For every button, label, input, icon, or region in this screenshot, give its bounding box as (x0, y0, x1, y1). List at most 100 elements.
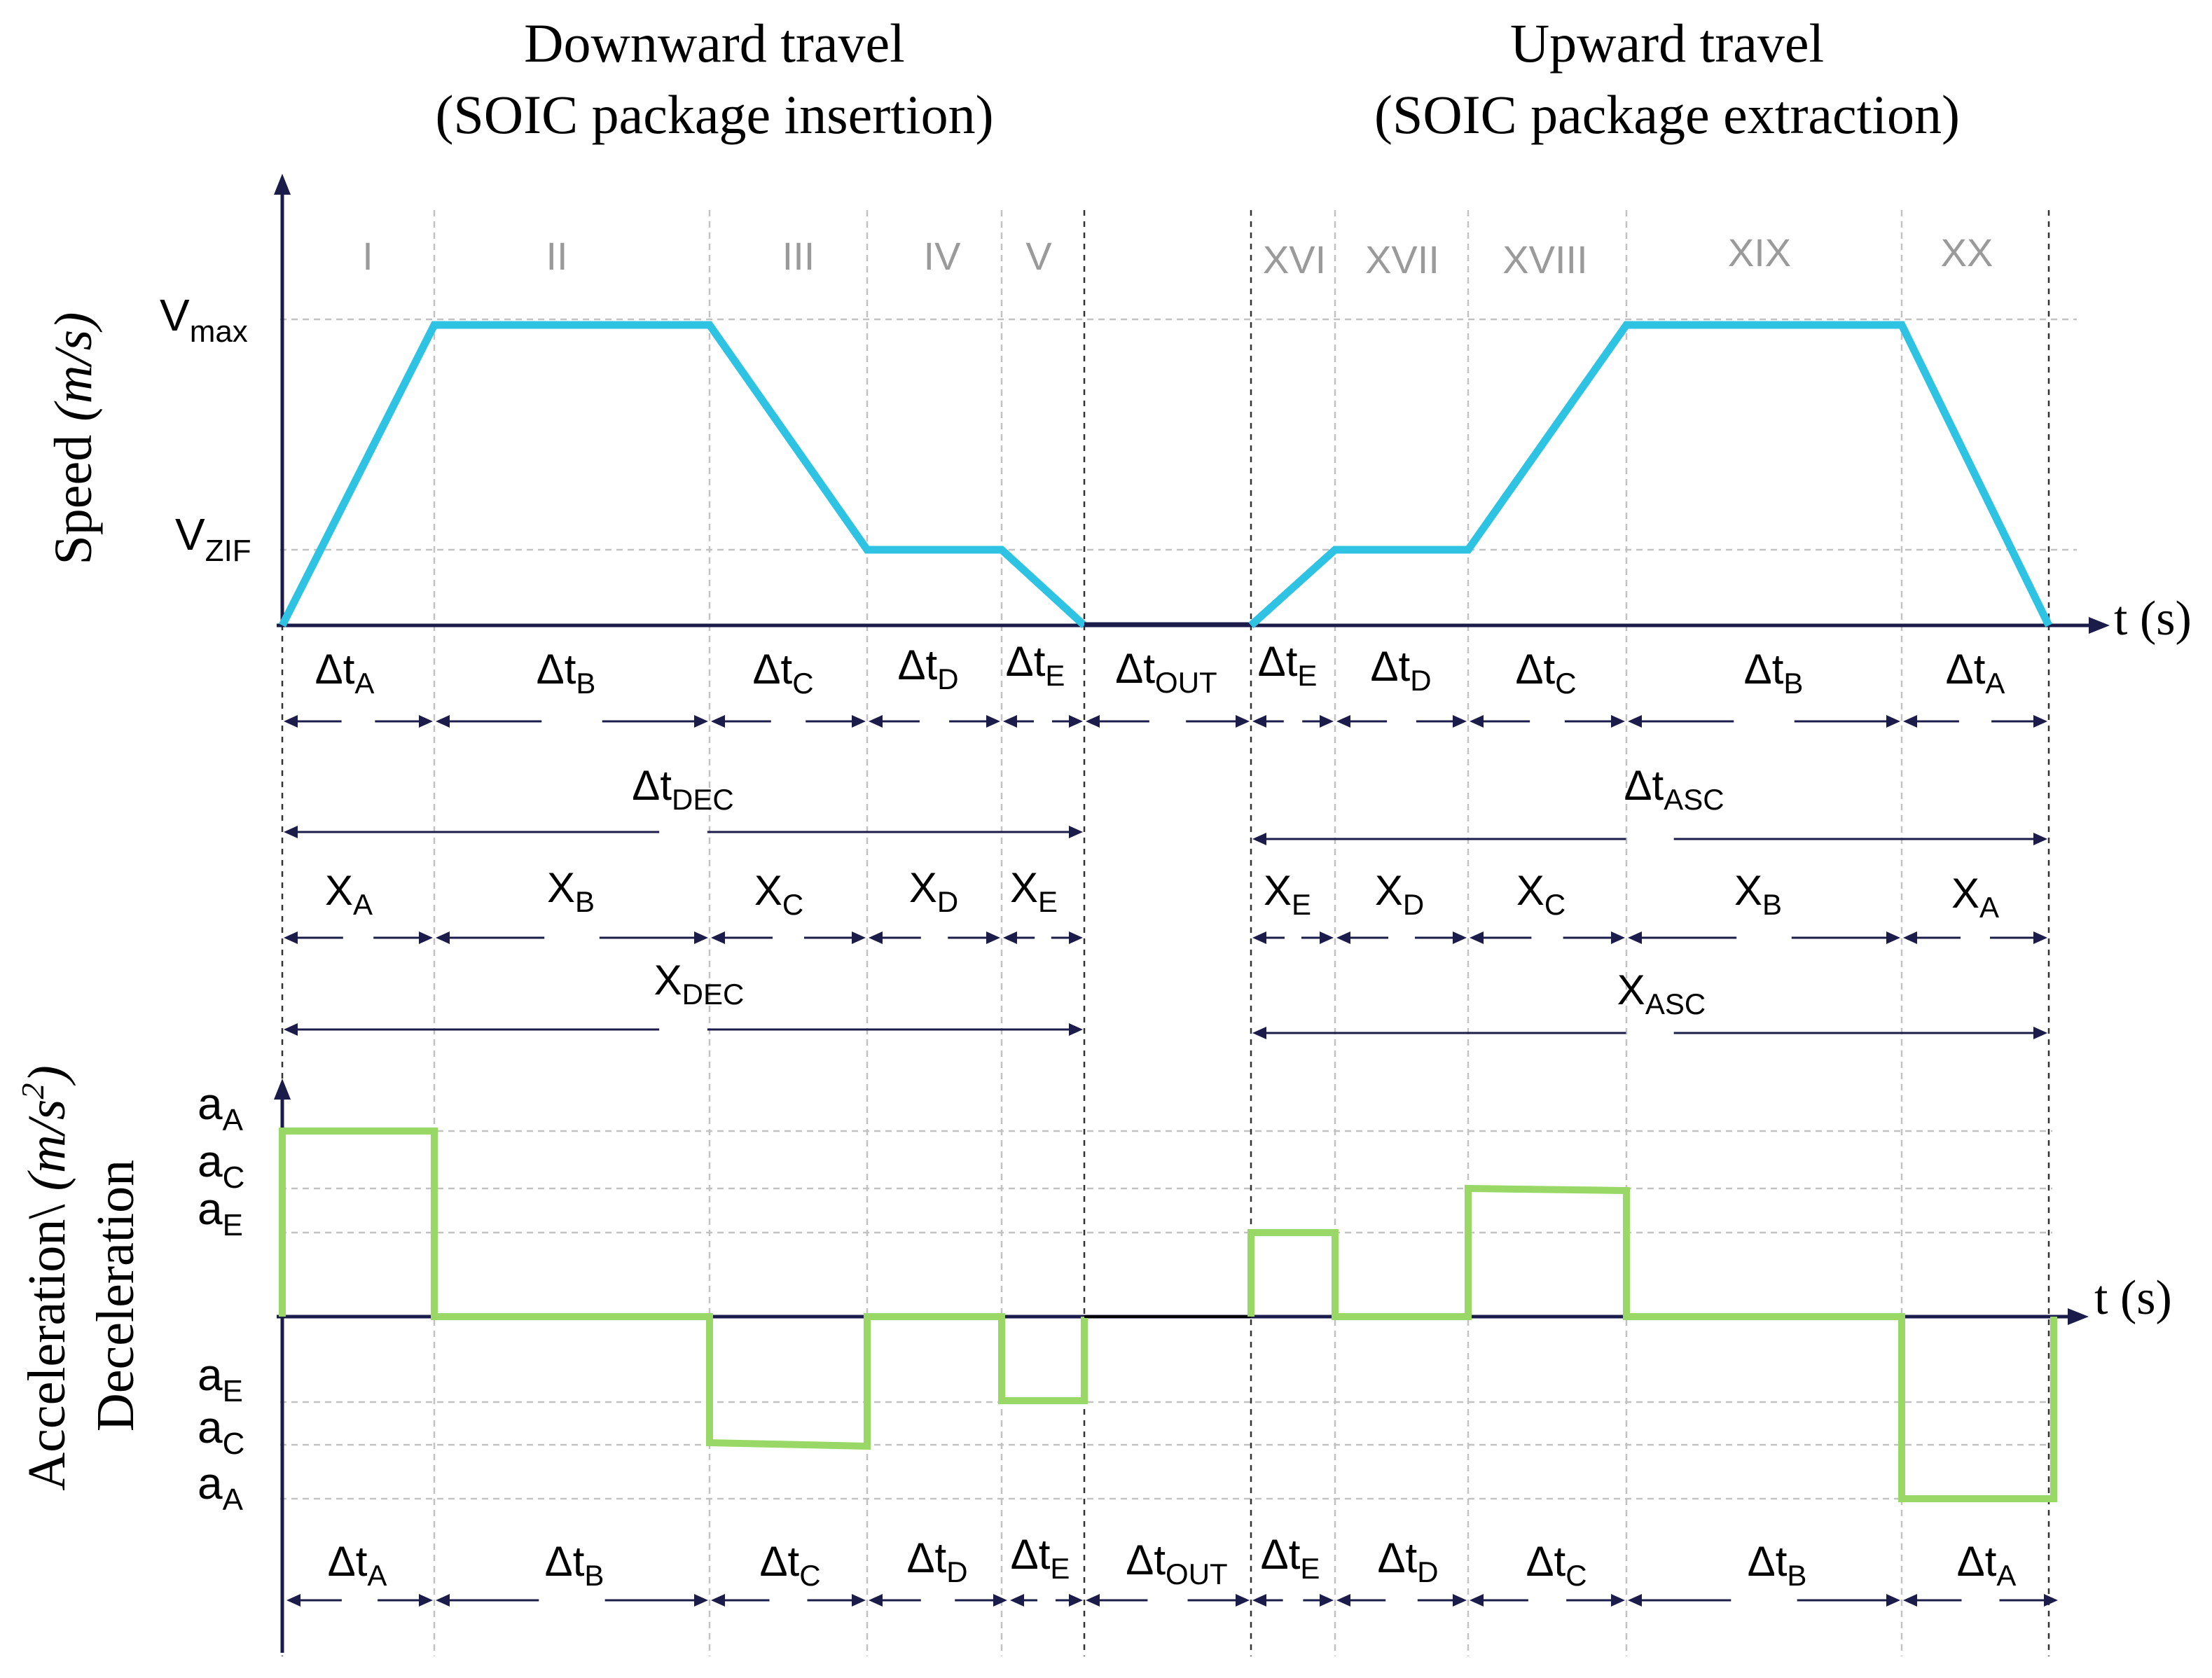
phase-label: III (782, 234, 815, 278)
arrowhead (1069, 826, 1083, 838)
title-upward-line2: (SOIC package extraction) (1374, 84, 1960, 145)
distance-label: XD (1375, 867, 1424, 921)
interval-label: ΔtC (759, 1538, 820, 1592)
arrowhead (1886, 715, 1900, 728)
speed-y-axis-title: Speed (m/s) (44, 312, 103, 565)
arrowhead (1470, 715, 1484, 728)
arrowhead (284, 931, 298, 944)
speed-y-arrowhead (274, 174, 291, 195)
x-dec-label: XDEC (654, 957, 745, 1011)
arrowhead (1086, 1594, 1100, 1607)
interval-label: ΔtA (315, 646, 375, 700)
arrowhead (1252, 833, 1266, 845)
arrowhead (1453, 715, 1467, 728)
arrowhead (1453, 1594, 1467, 1607)
arrowhead (436, 931, 450, 944)
accel-profile-upward (1247, 1184, 2057, 1502)
interval-label: ΔtA (328, 1538, 387, 1592)
titles: Downward travel (SOIC package insertion)… (435, 13, 1960, 145)
arrowhead (1252, 1027, 1266, 1039)
interval-label: ΔtC (1526, 1538, 1587, 1592)
title-downward-line1: Downward travel (524, 13, 905, 74)
arrowhead (1069, 1594, 1083, 1607)
arrowhead (986, 931, 1000, 944)
arrowhead (1470, 931, 1484, 944)
distance-label: XA (325, 867, 373, 921)
distance-label: XB (1734, 867, 1782, 921)
arrowhead (1453, 931, 1467, 944)
arrowhead (2044, 1594, 2058, 1607)
arrowhead (1336, 931, 1350, 944)
arrowhead (1069, 931, 1083, 944)
arrowhead (1252, 1594, 1266, 1607)
arrowhead (1336, 1594, 1350, 1607)
speed-t-arrowhead (2089, 617, 2110, 634)
interval-label: ΔtA (1946, 646, 2005, 700)
time-intervals-row1: ΔtA ΔtB ΔtC ΔtD ΔtE ΔtOUT ΔtE ΔtD ΔtC Δt… (315, 638, 2005, 700)
speed-gridlines (280, 318, 2077, 551)
phase-label: V (1025, 234, 1052, 278)
interval-label: ΔtD (897, 642, 958, 695)
arrowhead (1611, 931, 1625, 944)
interval-label: ΔtOUT (1115, 645, 1217, 699)
distance-label: XA (1951, 870, 1999, 924)
arrowhead (419, 715, 433, 728)
arrowhead (694, 715, 708, 728)
title-downward-line2: (SOIC package insertion) (435, 84, 993, 145)
level-label: aE (198, 1350, 243, 1408)
arrowhead (1611, 715, 1625, 728)
title-upward-line1: Upward travel (1510, 13, 1824, 74)
arrowhead (852, 931, 866, 944)
arrowhead (284, 826, 298, 838)
distance-label: XB (547, 864, 595, 918)
arrowhead (1069, 715, 1083, 728)
arrowhead (869, 715, 883, 728)
phase-label: IV (924, 234, 962, 278)
dt-dec-label: ΔtDEC (632, 762, 733, 816)
level-label: aE (198, 1184, 243, 1242)
accel-level-labels: aA aC aE aE aC aA (198, 1079, 244, 1517)
accel-t-arrowhead (2068, 1308, 2089, 1325)
arrowhead (852, 1594, 866, 1607)
arrowhead (1903, 931, 1917, 944)
arrowhead (852, 715, 866, 728)
arrowhead (284, 1023, 298, 1036)
phase-label: XVIII (1502, 237, 1587, 282)
arrowhead (2033, 833, 2047, 845)
phase-label: XVII (1365, 237, 1439, 282)
arrowhead (1236, 1594, 1250, 1607)
accel-y-arrowhead (274, 1079, 291, 1100)
interval-label: ΔtE (1258, 638, 1318, 692)
phase-label: XX (1941, 230, 1993, 275)
arrowhead (869, 931, 883, 944)
arrowhead (1320, 1594, 1334, 1607)
level-label: aA (198, 1079, 244, 1137)
phase-labels: I II III IV V XVI XVII XVIII XIX XX (362, 230, 1993, 282)
level-label: aC (198, 1402, 244, 1461)
arrowhead (1069, 1023, 1083, 1036)
arrowhead (419, 1594, 433, 1607)
distance-label: XE (1264, 867, 1311, 921)
level-label: aA (198, 1458, 244, 1517)
distance-label: XE (1010, 864, 1058, 918)
interval-label: ΔtA (1957, 1538, 2017, 1592)
arrowhead (1003, 715, 1017, 728)
interval-label: ΔtE (1011, 1531, 1070, 1585)
phase-label: XVI (1263, 237, 1326, 282)
arrowhead (993, 1594, 1007, 1607)
arrowhead (419, 931, 433, 944)
accel-y-axis-title: Acceleration\ (m/s2) (15, 1065, 76, 1491)
accel-t-axis-label: t (s) (2094, 1271, 2172, 1325)
arrowhead (694, 1594, 708, 1607)
arrowhead (1628, 931, 1642, 944)
interval-label: ΔtD (906, 1534, 967, 1588)
speed-profile-downward (279, 321, 1087, 629)
arrowhead (1320, 715, 1334, 728)
arrowhead (711, 715, 725, 728)
arrowhead (2033, 1027, 2047, 1039)
arrowhead (1628, 715, 1642, 728)
arrowhead (694, 931, 708, 944)
arrowhead (1010, 1594, 1024, 1607)
arrowhead (436, 1594, 450, 1607)
